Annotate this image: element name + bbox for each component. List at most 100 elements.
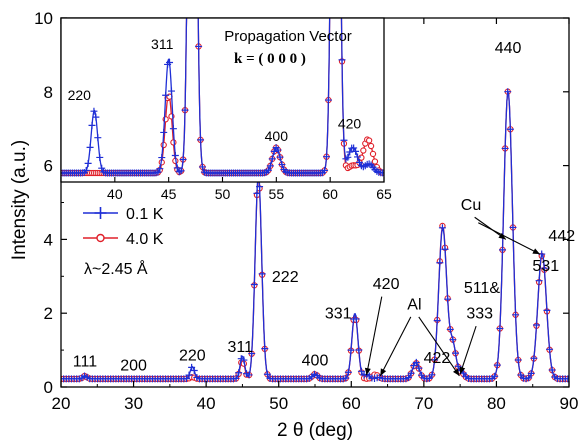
data-point-0-1k (504, 88, 512, 96)
wavelength-label: λ~2.45 Å (84, 259, 148, 278)
y-axis-title: Intensity (a.u.) (9, 140, 30, 260)
y-tick-label: 2 (44, 304, 53, 323)
peak-label: 400 (302, 353, 329, 370)
arrow-head-icon (459, 366, 466, 375)
y-tick-label: 10 (34, 9, 53, 28)
x-tick-label: 30 (124, 394, 143, 413)
data-point-0-1k (509, 223, 517, 231)
data-point-inset-0-1k (96, 153, 104, 161)
data-point-0-1k (190, 367, 198, 375)
data-point-inset-0-1k (340, 136, 348, 144)
legend-circle-marker-icon (96, 233, 105, 243)
main-axis-ticks: 20 30 40 50 60 70 80 90 0 2 4 6 8 10 (34, 9, 578, 413)
data-point-0-1k (433, 317, 441, 325)
data-point-inset-0-1k (323, 153, 331, 161)
data-point-0-1k (355, 346, 363, 354)
data-point-inset-0-1k (354, 153, 362, 161)
data-point-inset-0-1k (179, 155, 187, 163)
data-point-0-1k (496, 324, 504, 332)
data-point-0-1k (451, 349, 459, 357)
annotation-arrow (478, 222, 541, 255)
x-tick-label: 40 (197, 394, 216, 413)
data-point-0-1k (258, 270, 266, 278)
arrow-head-icon (452, 368, 460, 376)
data-point-0-1k (263, 370, 271, 378)
data-point-0-1k (506, 125, 514, 133)
data-point-inset-0-1k (195, 42, 203, 50)
data-point-0-1k (501, 144, 509, 152)
data-point-0-1k (407, 369, 415, 377)
data-point-0-1k (525, 374, 533, 382)
data-point-0-1k (449, 336, 457, 344)
data-point-inset-0-1k (160, 128, 168, 136)
inset-x-tick-label: 50 (215, 186, 231, 202)
data-point-inset-4-0k (367, 142, 375, 150)
data-point-inset-0-1k (90, 107, 98, 115)
peak-label: 440 (495, 40, 522, 57)
peak-label: 531 (532, 258, 559, 275)
data-point-inset-0-1k (156, 165, 164, 173)
data-point-0-1k (253, 189, 261, 197)
x-tick-label: 70 (414, 394, 433, 413)
data-point-0-1k (415, 364, 423, 372)
data-point-0-1k (491, 372, 499, 380)
data-point-0-1k (438, 224, 446, 232)
data-point-inset-0-1k (82, 166, 90, 174)
peak-label: 420 (373, 276, 400, 293)
arrow-head-icon (498, 232, 506, 240)
x-tick-label: 20 (52, 394, 71, 413)
peak-label: 220 (179, 347, 206, 364)
peak-label: 111 (73, 354, 97, 371)
arrow-head-icon (364, 367, 371, 376)
data-point-0-1k (431, 356, 439, 364)
data-point-inset-0-1k (173, 164, 181, 172)
data-point-0-1k (454, 362, 462, 370)
data-point-inset-0-1k (94, 134, 102, 142)
data-point-0-1k (444, 295, 452, 303)
inset-x-tick-label: 65 (376, 186, 392, 202)
y-tick-label: 4 (44, 230, 53, 249)
data-point-0-1k (428, 371, 436, 379)
data-point-0-1k (535, 277, 543, 285)
data-point-inset-0-1k (321, 166, 329, 174)
legend: 0.1 K 4.0 K λ~2.45 Å (83, 206, 164, 278)
peak-label: 331 (325, 306, 352, 323)
data-point-inset-0-1k (276, 153, 284, 161)
data-point-inset-0-1k (266, 162, 274, 170)
inset-plot-data (61, 18, 384, 177)
data-point-inset-0-1k (197, 136, 205, 144)
peak-label: Al (407, 297, 421, 314)
data-point-0-1k (256, 183, 264, 191)
data-point-inset-0-1k (338, 56, 346, 64)
data-point-inset-0-1k (177, 167, 185, 175)
peak-annotations: 111 200 220 311 222 400 331 420 422 511&333 440 442… (73, 40, 575, 377)
peak-label: 222 (272, 269, 299, 286)
data-point-inset-0-1k (171, 152, 179, 160)
data-point-inset-0-1k (264, 166, 272, 174)
peak-label: 422 (424, 350, 451, 367)
data-point-0-1k (512, 311, 520, 319)
data-point-0-1k (357, 367, 365, 375)
data-point-inset-0-1k (324, 96, 332, 104)
peak-label: 333 (466, 306, 493, 323)
data-point-inset-0-1k (379, 169, 384, 177)
inset-peak-annotations: 220 311 400 420 (68, 36, 362, 144)
data-point-0-1k (493, 361, 501, 369)
data-point-inset-0-1k (270, 147, 278, 155)
y-tick-label: 0 (44, 378, 53, 397)
data-point-inset-0-1k (84, 159, 92, 167)
y-tick-label: 8 (44, 83, 53, 102)
data-point-0-1k (499, 246, 507, 254)
annotation-arrow (459, 325, 477, 375)
data-point-0-1k (404, 374, 412, 382)
legend-label-0-1k: 0.1 K (126, 206, 164, 223)
data-point-inset-0-1k (167, 87, 175, 95)
data-point-inset-4-0k (160, 141, 167, 149)
data-point-inset-0-1k (98, 164, 106, 172)
data-point-0-1k (185, 371, 193, 379)
data-point-0-1k (412, 358, 420, 366)
data-point-0-1k (436, 259, 444, 267)
y-tick-label: 6 (44, 157, 53, 176)
x-tick-label: 50 (269, 394, 288, 413)
